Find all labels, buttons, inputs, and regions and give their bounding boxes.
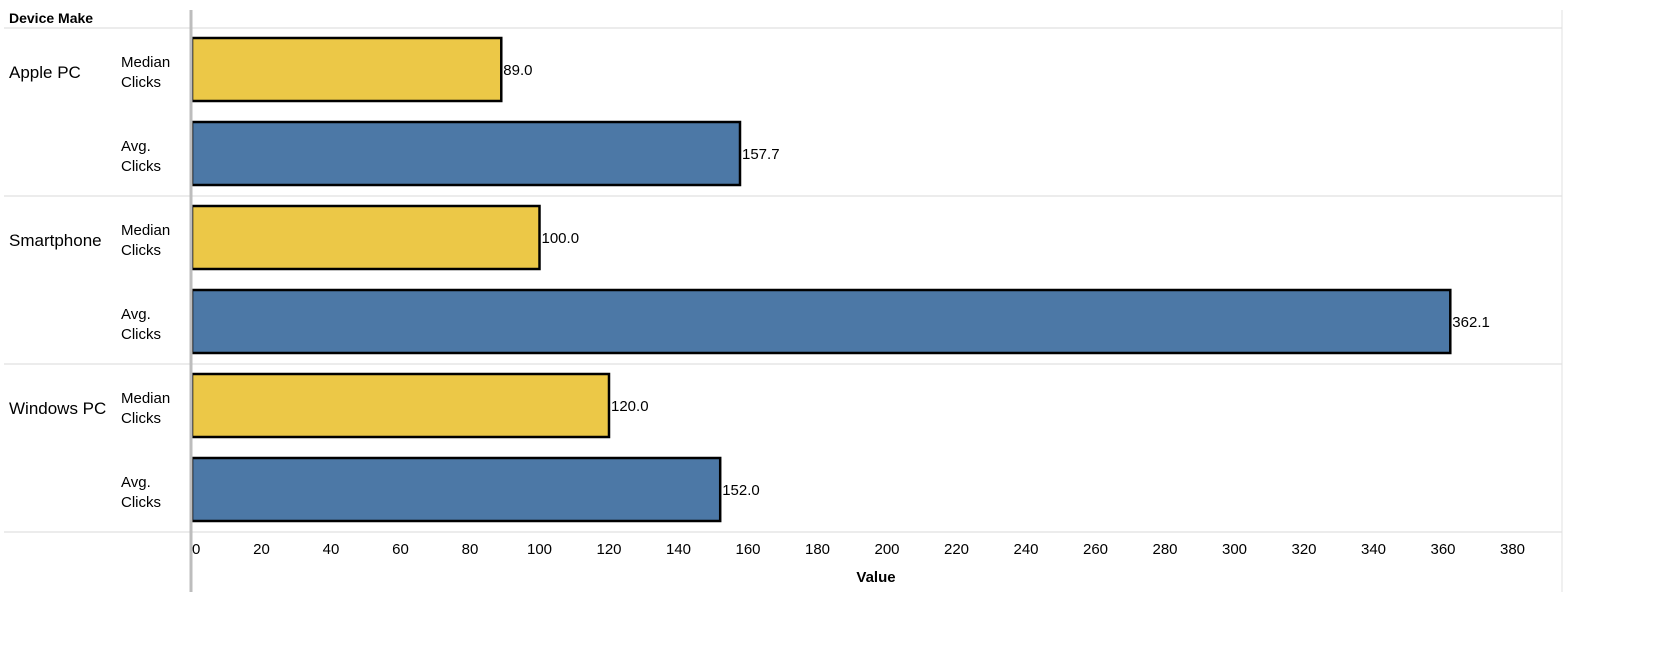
data-label: 157.7 — [742, 146, 780, 163]
measure-label: Avg. — [121, 306, 151, 323]
x-tick-label: 340 — [1361, 541, 1386, 558]
measure-label: Avg. — [121, 474, 151, 491]
x-tick-label: 280 — [1152, 541, 1177, 558]
x-tick-label: 200 — [874, 541, 899, 558]
measure-label: Clicks — [121, 494, 161, 511]
row-group-label: Apple PC — [9, 63, 81, 82]
data-label: 152.0 — [722, 482, 760, 499]
x-tick-label: 120 — [596, 541, 621, 558]
measure-label: Clicks — [121, 158, 161, 175]
x-tick-label: 380 — [1500, 541, 1525, 558]
x-tick-label: 20 — [253, 541, 270, 558]
data-label: 89.0 — [503, 62, 532, 79]
x-tick-label: 0 — [192, 541, 200, 558]
x-tick-label: 100 — [527, 541, 552, 558]
measure-label: Median — [121, 222, 170, 239]
data-label: 120.0 — [611, 398, 649, 415]
measure-label: Clicks — [121, 74, 161, 91]
measure-label: Median — [121, 390, 170, 407]
bar-median-clicks[interactable] — [190, 36, 503, 103]
data-label: 100.0 — [542, 230, 580, 247]
x-tick-label: 160 — [735, 541, 760, 558]
bar-avg-clicks[interactable] — [190, 120, 742, 187]
measure-label: Median — [121, 54, 170, 71]
bar-median-clicks[interactable] — [190, 204, 541, 271]
x-tick-label: 140 — [666, 541, 691, 558]
measure-label: Clicks — [121, 410, 161, 427]
bar-avg-clicks[interactable] — [190, 456, 722, 523]
x-tick-label: 60 — [392, 541, 409, 558]
row-group-label: Smartphone — [9, 231, 102, 250]
measure-label: Clicks — [121, 242, 161, 259]
bar-median-clicks[interactable] — [190, 372, 611, 439]
x-tick-label: 240 — [1013, 541, 1038, 558]
x-tick-label: 360 — [1430, 541, 1455, 558]
x-tick-label: 40 — [323, 541, 340, 558]
row-group-label: Windows PC — [9, 399, 106, 418]
measure-label: Clicks — [121, 326, 161, 343]
x-tick-label: 260 — [1083, 541, 1108, 558]
data-label: 362.1 — [1452, 314, 1490, 331]
x-tick-label: 300 — [1222, 541, 1247, 558]
x-tick-label: 320 — [1291, 541, 1316, 558]
bar-avg-clicks[interactable] — [190, 288, 1452, 355]
x-tick-label: 220 — [944, 541, 969, 558]
x-tick-label: 180 — [805, 541, 830, 558]
measure-label: Avg. — [121, 138, 151, 155]
x-axis-title: Value — [856, 569, 895, 586]
x-tick-label: 80 — [462, 541, 479, 558]
row-header-title: Device Make — [9, 10, 94, 26]
